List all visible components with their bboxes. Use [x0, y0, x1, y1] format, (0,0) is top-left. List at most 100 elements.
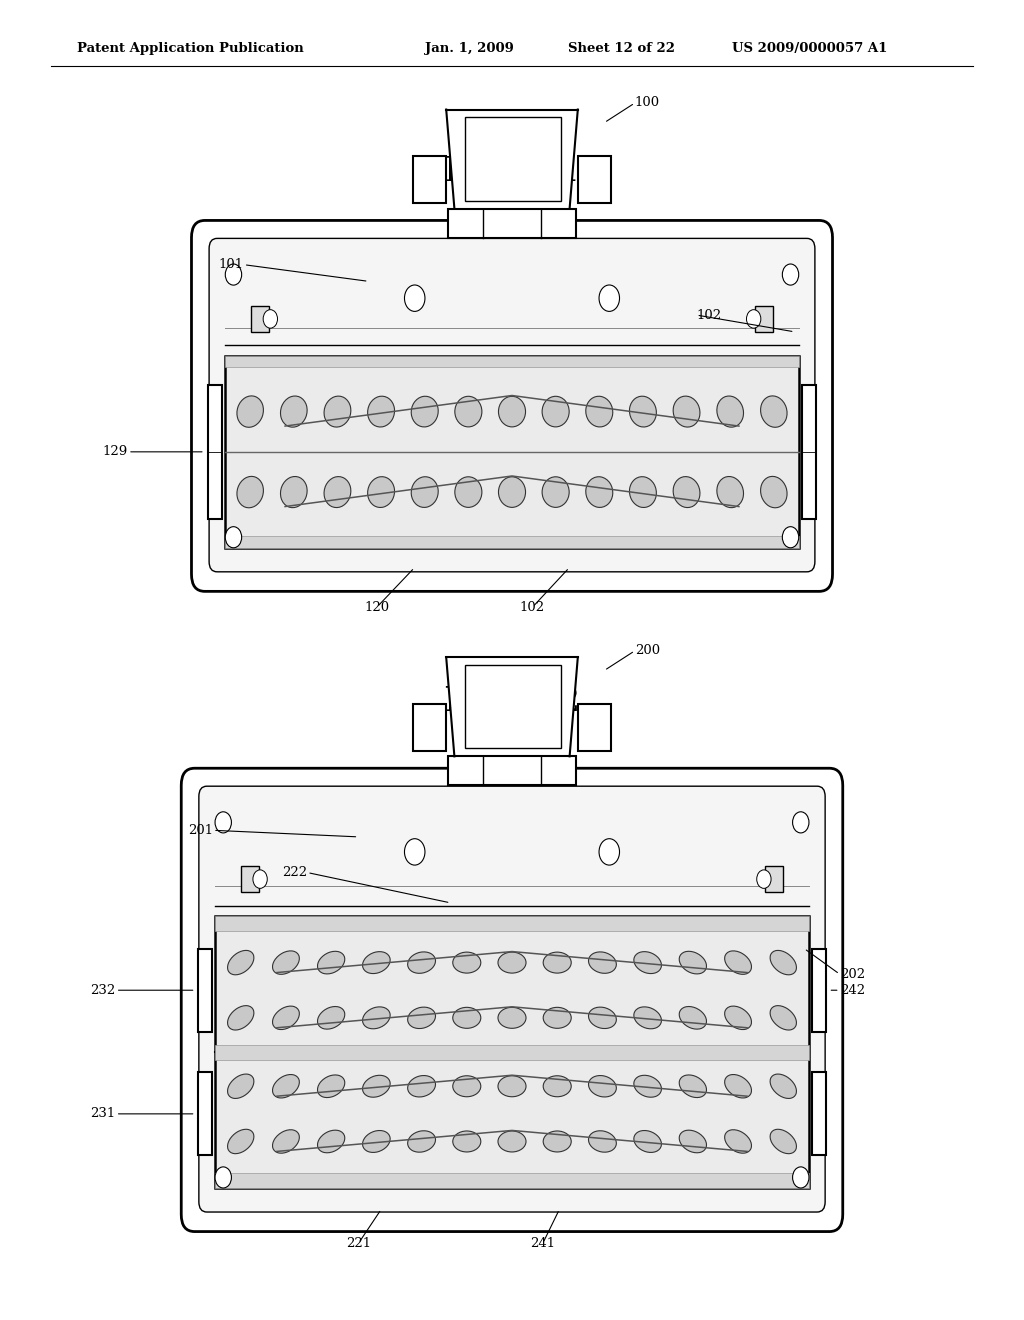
Text: 221: 221	[346, 1237, 371, 1250]
Ellipse shape	[586, 477, 612, 507]
Circle shape	[253, 870, 267, 888]
Ellipse shape	[453, 952, 481, 973]
Ellipse shape	[634, 952, 662, 974]
Text: 200: 200	[635, 644, 660, 657]
Ellipse shape	[770, 1130, 797, 1154]
Ellipse shape	[408, 1007, 435, 1028]
Circle shape	[225, 527, 242, 548]
Bar	[225, 356, 799, 548]
Ellipse shape	[317, 1130, 345, 1152]
Bar	[208, 384, 222, 519]
Bar	[578, 156, 610, 203]
Ellipse shape	[630, 477, 656, 507]
Ellipse shape	[324, 477, 351, 508]
Ellipse shape	[761, 396, 787, 428]
Text: Patent Application Publication: Patent Application Publication	[77, 42, 303, 55]
Ellipse shape	[725, 1130, 752, 1154]
Ellipse shape	[408, 1131, 435, 1152]
Bar	[198, 1072, 212, 1155]
Ellipse shape	[362, 1007, 390, 1028]
Ellipse shape	[673, 477, 700, 508]
Text: 202: 202	[840, 968, 865, 981]
Ellipse shape	[498, 952, 526, 973]
Ellipse shape	[362, 1076, 390, 1097]
Text: FIG.  12: FIG. 12	[444, 686, 580, 718]
Ellipse shape	[362, 1130, 390, 1152]
Bar	[802, 384, 816, 519]
Ellipse shape	[453, 1131, 481, 1152]
Ellipse shape	[498, 1131, 526, 1152]
Bar	[465, 665, 561, 748]
Circle shape	[793, 1167, 809, 1188]
Ellipse shape	[227, 1130, 254, 1154]
Ellipse shape	[272, 1130, 299, 1154]
Ellipse shape	[272, 1006, 299, 1030]
Ellipse shape	[542, 396, 569, 426]
Circle shape	[404, 285, 425, 312]
Ellipse shape	[770, 950, 797, 974]
Ellipse shape	[717, 396, 743, 428]
Ellipse shape	[679, 1007, 707, 1030]
Circle shape	[215, 1167, 231, 1188]
Ellipse shape	[281, 477, 307, 508]
Bar	[215, 916, 809, 931]
Polygon shape	[446, 110, 578, 209]
Ellipse shape	[770, 1074, 797, 1098]
Ellipse shape	[227, 1074, 254, 1098]
Bar	[215, 916, 809, 1188]
Circle shape	[757, 870, 771, 888]
Ellipse shape	[586, 396, 612, 426]
Text: 129: 129	[102, 445, 128, 458]
Text: 231: 231	[90, 1107, 116, 1121]
Ellipse shape	[498, 1007, 526, 1028]
Bar	[225, 536, 799, 548]
Ellipse shape	[324, 396, 351, 428]
Ellipse shape	[237, 396, 263, 428]
Circle shape	[599, 285, 620, 312]
Ellipse shape	[634, 1007, 662, 1028]
Ellipse shape	[455, 477, 482, 507]
Circle shape	[599, 838, 620, 865]
Bar	[198, 949, 212, 1032]
Text: Jan. 1, 2009: Jan. 1, 2009	[425, 42, 514, 55]
Ellipse shape	[272, 950, 299, 974]
Bar	[465, 117, 561, 201]
Bar	[215, 1173, 809, 1188]
Bar	[755, 306, 773, 333]
Bar	[765, 866, 783, 892]
Ellipse shape	[725, 1074, 752, 1098]
Text: 120: 120	[365, 601, 389, 614]
Ellipse shape	[272, 1074, 299, 1098]
Ellipse shape	[317, 1074, 345, 1097]
Ellipse shape	[589, 1076, 616, 1097]
Ellipse shape	[725, 1006, 752, 1030]
Bar	[215, 1044, 809, 1060]
Bar	[578, 704, 610, 751]
Circle shape	[215, 812, 231, 833]
Circle shape	[404, 838, 425, 865]
Ellipse shape	[542, 477, 569, 507]
Bar	[225, 356, 799, 367]
Ellipse shape	[589, 1007, 616, 1028]
Text: 101: 101	[218, 259, 244, 271]
Bar	[449, 209, 575, 238]
Bar	[812, 1072, 826, 1155]
Text: FIG.  11: FIG. 11	[444, 156, 580, 187]
Ellipse shape	[543, 1131, 571, 1152]
Bar	[241, 866, 259, 892]
Ellipse shape	[761, 477, 787, 508]
Ellipse shape	[679, 1074, 707, 1097]
Ellipse shape	[453, 1076, 481, 1097]
Ellipse shape	[543, 1007, 571, 1028]
Ellipse shape	[725, 950, 752, 974]
Ellipse shape	[499, 396, 525, 426]
Text: 232: 232	[90, 983, 116, 997]
Text: 242: 242	[840, 983, 865, 997]
Text: 222: 222	[282, 866, 307, 879]
Ellipse shape	[589, 1131, 616, 1152]
Polygon shape	[446, 657, 578, 756]
Bar	[414, 156, 446, 203]
Text: 100: 100	[635, 96, 660, 110]
Circle shape	[263, 310, 278, 329]
Circle shape	[793, 812, 809, 833]
